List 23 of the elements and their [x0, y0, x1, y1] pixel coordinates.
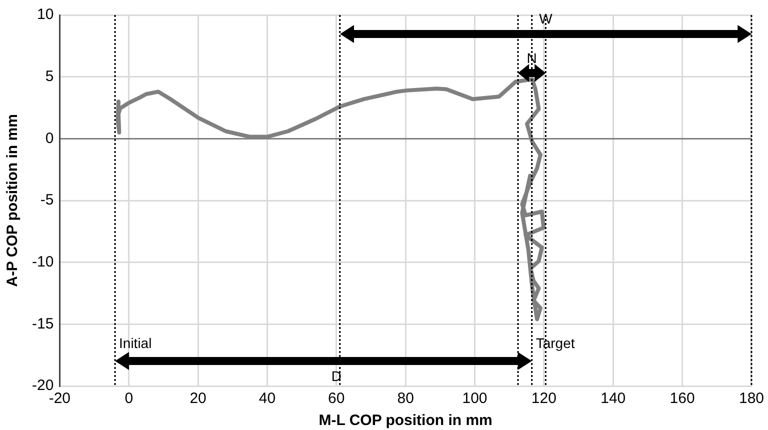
y-tick-label: -10 — [32, 253, 54, 270]
y-tick-label: -15 — [32, 315, 54, 332]
y-tick-label: 0 — [45, 130, 54, 147]
y-tick-label: 5 — [45, 68, 54, 85]
x-tick-label: 80 — [397, 390, 414, 408]
y-axis-title: A-P COP position in mm — [4, 114, 22, 287]
x-tick-label: 40 — [258, 390, 276, 408]
annotation: W — [539, 10, 554, 26]
x-tick-label: 0 — [124, 390, 134, 408]
x-tick-label: 180 — [738, 390, 764, 408]
x-tick-label: 20 — [190, 390, 206, 408]
y-tick-label: -20 — [32, 377, 54, 394]
x-tick-label: 140 — [600, 390, 626, 408]
x-tick-label: 60 — [328, 390, 345, 408]
y-tick-label: 10 — [36, 6, 54, 24]
x-tick-label: 120 — [531, 390, 556, 408]
x-axis-title: M-L COP position in mm — [318, 412, 492, 430]
ref-line-label: Target — [536, 335, 575, 352]
x-tick-label: 100 — [462, 390, 488, 408]
ref-line-label: Initial — [119, 335, 152, 352]
annotation: N — [526, 50, 537, 66]
x-tick-label: 160 — [670, 390, 695, 408]
y-tick-label: -5 — [40, 192, 54, 209]
